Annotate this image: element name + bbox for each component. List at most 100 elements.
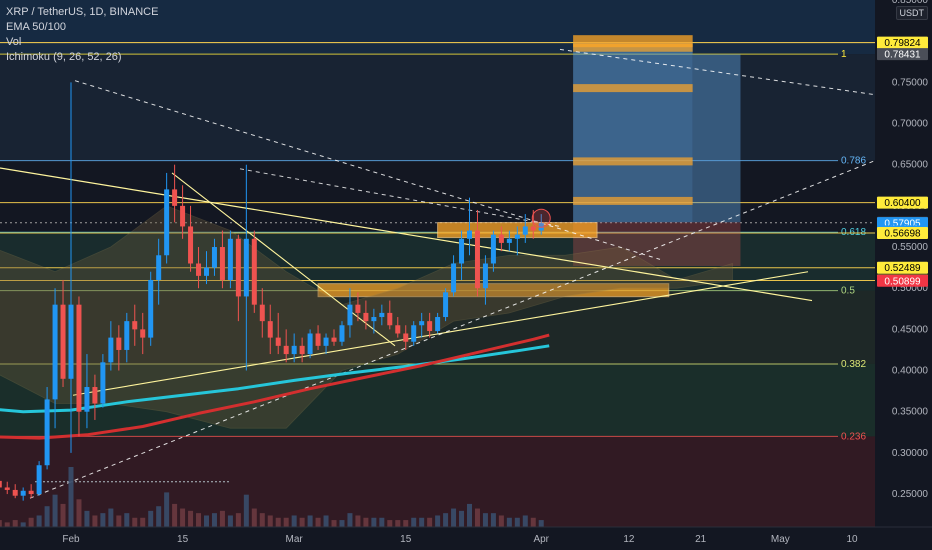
candle xyxy=(92,374,98,420)
candle-body xyxy=(164,189,170,256)
price-tag-label: 0.57905 xyxy=(884,219,921,230)
candle xyxy=(203,251,209,285)
candle xyxy=(124,312,130,363)
volume-bar xyxy=(76,499,82,527)
candle xyxy=(108,321,114,371)
volume-bar xyxy=(514,517,520,527)
candle xyxy=(387,300,393,330)
volume-bar xyxy=(522,515,528,527)
candle-body xyxy=(307,333,313,355)
candle-body xyxy=(76,304,82,412)
candle-body xyxy=(140,329,146,338)
candle-body xyxy=(530,226,536,231)
dashed-target-line xyxy=(559,48,876,96)
candle xyxy=(323,333,329,355)
volume-bar xyxy=(347,513,353,527)
ascending-trendline xyxy=(72,271,809,396)
y-tick-label: 0.70000 xyxy=(892,119,929,130)
candle xyxy=(219,230,225,289)
volume-bar xyxy=(116,515,122,527)
candle xyxy=(164,172,170,264)
candle-body xyxy=(148,279,154,338)
volume-bar xyxy=(52,494,58,527)
candle-body xyxy=(84,387,90,412)
volume-bar xyxy=(196,513,202,527)
candle-body xyxy=(188,226,194,264)
candle-body xyxy=(235,238,241,297)
candle-body xyxy=(506,238,512,243)
candle xyxy=(490,230,496,272)
candle xyxy=(267,304,273,355)
currency-unit-badge[interactable]: USDT xyxy=(895,6,928,20)
candle xyxy=(251,230,257,313)
candle-body xyxy=(124,321,130,350)
candle xyxy=(331,329,337,346)
candle-body xyxy=(395,325,401,334)
candle xyxy=(459,230,465,280)
candle-body xyxy=(403,333,409,342)
volume-bar xyxy=(124,513,130,527)
indicator-ema[interactable]: EMA 50/100 xyxy=(6,21,66,33)
candle xyxy=(498,226,504,252)
target-level-bar xyxy=(573,196,693,205)
x-tick-label: May xyxy=(771,534,790,545)
candle-body xyxy=(299,345,305,355)
candle-body xyxy=(514,234,520,239)
volume-bar xyxy=(482,513,488,527)
volume-bar xyxy=(172,503,178,527)
candle xyxy=(283,329,289,363)
candle xyxy=(76,296,82,437)
price-tag-label: 0.60400 xyxy=(884,198,921,209)
price-tag xyxy=(877,261,928,274)
volume-bar xyxy=(331,520,337,527)
candle-body xyxy=(4,487,10,490)
price-tag xyxy=(877,36,928,49)
candle xyxy=(435,312,441,334)
indicator-vol[interactable]: Vol xyxy=(6,36,22,48)
volume-bar xyxy=(451,508,457,527)
volume-bar xyxy=(371,517,377,527)
price-tag xyxy=(877,274,928,287)
x-tick-label: Feb xyxy=(62,534,80,545)
price-tag-label: 0.56698 xyxy=(884,229,921,240)
candle-body xyxy=(243,238,249,297)
volume-bar xyxy=(20,522,26,527)
price-tag-label: 0.50899 xyxy=(884,276,921,287)
y-tick-label: 0.85000 xyxy=(892,0,929,6)
fib-label: 0.786 xyxy=(841,156,866,167)
candle xyxy=(68,82,74,453)
candle-body xyxy=(28,490,34,495)
x-tick-label: 15 xyxy=(177,534,189,545)
volume-bar xyxy=(108,508,114,527)
y-tick-label: 0.55000 xyxy=(892,242,929,253)
candle xyxy=(275,312,281,355)
volume-bar xyxy=(267,515,273,527)
volume-bar xyxy=(84,510,90,527)
symbol-title[interactable]: XRP / TetherUS, 1D, BINANCE xyxy=(6,6,159,18)
candle-body xyxy=(44,399,50,466)
candle-body xyxy=(20,490,26,496)
y-tick-label: 0.30000 xyxy=(892,448,929,459)
candle xyxy=(419,312,425,338)
volume-bar xyxy=(243,494,249,527)
volume-bar xyxy=(530,517,536,527)
y-tick-label: 0.40000 xyxy=(892,366,929,377)
candle-body xyxy=(435,317,441,332)
y-tick-label: 0.45000 xyxy=(892,324,929,335)
dashed-channel-upper xyxy=(74,80,661,260)
candle xyxy=(451,255,457,297)
candle-body xyxy=(196,263,202,276)
candle-body xyxy=(490,234,496,264)
candle xyxy=(467,197,472,256)
candle xyxy=(299,337,305,363)
candle xyxy=(443,288,449,322)
volume-bar xyxy=(180,508,186,527)
volume-bar xyxy=(132,517,138,527)
candle-body xyxy=(387,312,393,326)
candle xyxy=(403,325,409,350)
indicator-ichimoku[interactable]: Ichimoku (9, 26, 52, 26) xyxy=(6,51,122,63)
candle-body xyxy=(227,238,233,280)
candle xyxy=(235,234,241,322)
candle-body xyxy=(60,304,66,379)
